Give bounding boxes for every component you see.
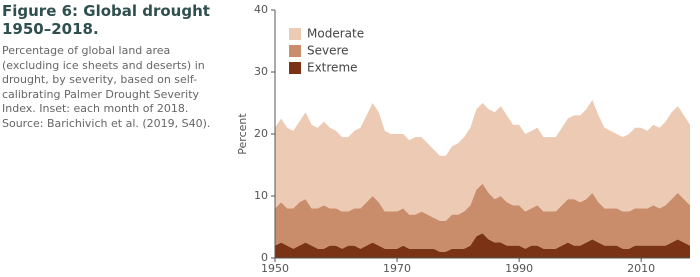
legend-label: Extreme	[307, 61, 358, 75]
legend-swatch	[289, 45, 301, 57]
y-tick-label: 0	[261, 251, 268, 264]
legend-label: Severe	[307, 44, 349, 58]
y-axis-label: Percent	[236, 113, 249, 155]
x-tick-label: 2010	[627, 262, 655, 275]
y-tick-label: 30	[254, 65, 268, 78]
x-tick-label: 1950	[261, 262, 289, 275]
legend-swatch	[289, 62, 301, 74]
x-tick-label: 1970	[383, 262, 411, 275]
y-tick-label: 20	[254, 127, 268, 140]
area	[275, 233, 690, 258]
area	[275, 183, 690, 252]
chart-subtitle: Percentage of global land area (excludin…	[2, 44, 211, 130]
x-tick-label: 1990	[505, 262, 533, 275]
legend-swatch	[289, 28, 301, 40]
y-tick-label: 10	[254, 189, 268, 202]
y-tick-label: 40	[254, 3, 268, 16]
area	[275, 99, 690, 221]
caption: Figure 6: Global drought 1950–2018. Perc…	[2, 2, 227, 131]
chart-title: Figure 6: Global drought 1950–2018.	[2, 2, 210, 38]
legend-label: Moderate	[307, 27, 364, 41]
